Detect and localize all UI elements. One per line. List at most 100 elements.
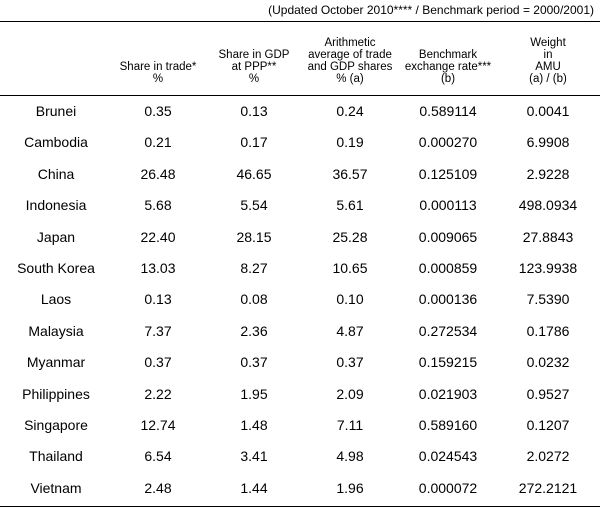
benchmark-rate-cell: 0.272534 — [418, 322, 478, 339]
country-cell: Indonesia — [25, 197, 87, 214]
gdp-share-cell: 0.17 — [240, 134, 268, 151]
benchmark-rate-cell: 0.009065 — [418, 228, 478, 245]
benchmark-rate-cell: 0.000136 — [418, 291, 478, 308]
weight-cell: 6.9908 — [526, 134, 570, 151]
header-line: % — [248, 73, 260, 85]
header-line: exchange rate*** — [404, 61, 492, 73]
update-note: (Updated October 2010**** / Benchmark pe… — [268, 3, 594, 17]
header-share-in-trade: Share in trade*% — [110, 22, 206, 95]
table-row: Malaysia 7.37 2.36 4.87 0.272534 0.1786 — [0, 316, 600, 347]
average-share-cell: 0.10 — [336, 291, 364, 308]
average-share-cell: 1.96 — [336, 479, 364, 496]
table-row: Brunei 0.35 0.13 0.24 0.589114 0.0041 — [0, 96, 600, 127]
table-row: Indonesia 5.68 5.54 5.61 0.000113 498.0934 — [0, 190, 600, 221]
gdp-share-cell: 1.48 — [240, 417, 268, 433]
gdp-share-cell: 28.15 — [236, 228, 272, 245]
header-benchmark-rate: Benchmark exchange rate*** (b) — [398, 22, 498, 95]
header-weight: Weight in AMU (a) / (b) — [498, 22, 598, 95]
average-share-cell: 36.57 — [332, 165, 368, 182]
header-line: Share in trade* — [119, 61, 197, 73]
country-cell: Brunei — [35, 103, 77, 119]
gdp-share-cell: 46.65 — [236, 165, 272, 182]
weight-cell: 272.2121 — [518, 479, 578, 496]
gdp-share-cell: 0.37 — [240, 354, 268, 371]
country-cell: Philippines — [22, 385, 90, 402]
header-line: average of trade — [308, 49, 392, 61]
benchmark-rate-cell: 0.000072 — [418, 479, 478, 496]
trade-share-cell: 22.40 — [140, 228, 176, 245]
average-share-cell: 25.28 — [332, 228, 368, 245]
header-line: in — [543, 49, 553, 61]
average-share-cell: 7.11 — [336, 417, 364, 433]
header-line: Share in GDP — [218, 49, 290, 61]
average-share-cell: 0.19 — [336, 134, 364, 151]
header-line: Benchmark — [418, 49, 478, 61]
trade-share-cell: 2.48 — [144, 479, 172, 496]
header-line: (a) / (b) — [529, 73, 567, 85]
benchmark-rate-cell: 0.021903 — [418, 385, 478, 402]
average-share-cell: 2.09 — [336, 385, 364, 402]
table-row: Laos 0.13 0.08 0.10 0.000136 7.5390 — [0, 284, 600, 315]
benchmark-rate-cell: 0.000270 — [418, 134, 478, 151]
table-row: Thailand 6.54 3.41 4.98 0.024543 2.0272 — [0, 441, 600, 472]
country-cell: Malaysia — [28, 322, 84, 339]
trade-share-cell: 0.13 — [144, 291, 172, 308]
benchmark-rate-cell: 0.000113 — [419, 197, 477, 214]
trade-share-cell: 26.48 — [140, 165, 176, 182]
country-cell: Myanmar — [26, 354, 86, 371]
header-line: % (a) — [336, 73, 364, 85]
table-row: Vietnam 2.48 1.44 1.96 0.000072 272.2121 — [0, 473, 600, 504]
weight-cell: 0.0041 — [526, 103, 570, 119]
trade-share-cell: 0.37 — [144, 354, 172, 371]
header-line: and GDP shares — [307, 61, 393, 73]
average-share-cell: 0.37 — [336, 354, 364, 371]
trade-share-cell: 13.03 — [140, 260, 176, 276]
table-row: China 26.48 46.65 36.57 0.125109 2.9228 — [0, 159, 600, 190]
trade-share-cell: 0.21 — [144, 134, 172, 151]
table-row: Cambodia 0.21 0.17 0.19 0.000270 6.9908 — [0, 127, 600, 158]
bottom-rule — [0, 506, 600, 507]
weight-cell: 2.0272 — [526, 448, 570, 465]
table-row: Singapore 12.74 1.48 7.11 0.589160 0.1207 — [0, 410, 600, 441]
header-line: % — [152, 73, 164, 85]
gdp-share-cell: 1.95 — [240, 385, 268, 402]
trade-share-cell: 6.54 — [144, 448, 172, 465]
weight-cell: 123.9938 — [518, 260, 578, 276]
table-row: South Korea 13.03 8.27 10.65 0.000859 123.993… — [0, 253, 600, 284]
gdp-share-cell: 8.27 — [240, 260, 268, 276]
average-share-cell: 0.24 — [336, 103, 364, 119]
gdp-share-cell: 5.54 — [240, 197, 268, 214]
benchmark-rate-cell: 0.589160 — [418, 417, 478, 433]
weight-cell: 0.1207 — [526, 417, 570, 433]
trade-share-cell: 2.22 — [144, 385, 172, 402]
country-cell: Vietnam — [30, 479, 82, 496]
weight-cell: 0.1786 — [526, 322, 570, 339]
table-row: Japan 22.40 28.15 25.28 0.009065 27.8843 — [0, 222, 600, 253]
header-rule — [0, 95, 600, 96]
benchmark-rate-cell: 0.589114 — [419, 103, 477, 119]
header-share-in-gdp: Share in GDP at PPP**% — [206, 22, 302, 95]
trade-share-cell: 12.74 — [140, 417, 176, 433]
country-cell: Cambodia — [24, 134, 88, 151]
weight-cell: 0.0232 — [526, 354, 570, 371]
benchmark-rate-cell: 0.024543 — [418, 448, 478, 465]
country-cell: Laos — [40, 291, 72, 308]
country-cell: Thailand — [29, 448, 83, 465]
header-line: AMU — [535, 61, 561, 73]
gdp-share-cell: 2.36 — [240, 322, 268, 339]
weight-cell: 0.9527 — [526, 385, 570, 402]
table-row: Philippines 2.22 1.95 2.09 0.021903 0.9527 — [0, 379, 600, 410]
header-average-share: Arithmetic average of trade and GDP shares… — [302, 22, 398, 95]
average-share-cell: 10.65 — [332, 260, 368, 276]
weight-cell: 7.5390 — [526, 291, 570, 308]
gdp-share-cell: 0.13 — [240, 103, 268, 119]
gdp-share-cell: 3.41 — [240, 448, 268, 465]
country-cell: Japan — [36, 228, 76, 245]
header-line: (b) — [440, 73, 456, 85]
table-row: Myanmar 0.37 0.37 0.37 0.159215 0.0232 — [0, 347, 600, 378]
trade-share-cell: 7.37 — [144, 322, 172, 339]
country-cell: China — [37, 165, 75, 182]
average-share-cell: 4.98 — [336, 448, 364, 465]
header-line: Weight — [530, 37, 566, 49]
header-line: at PPP** — [231, 61, 277, 73]
